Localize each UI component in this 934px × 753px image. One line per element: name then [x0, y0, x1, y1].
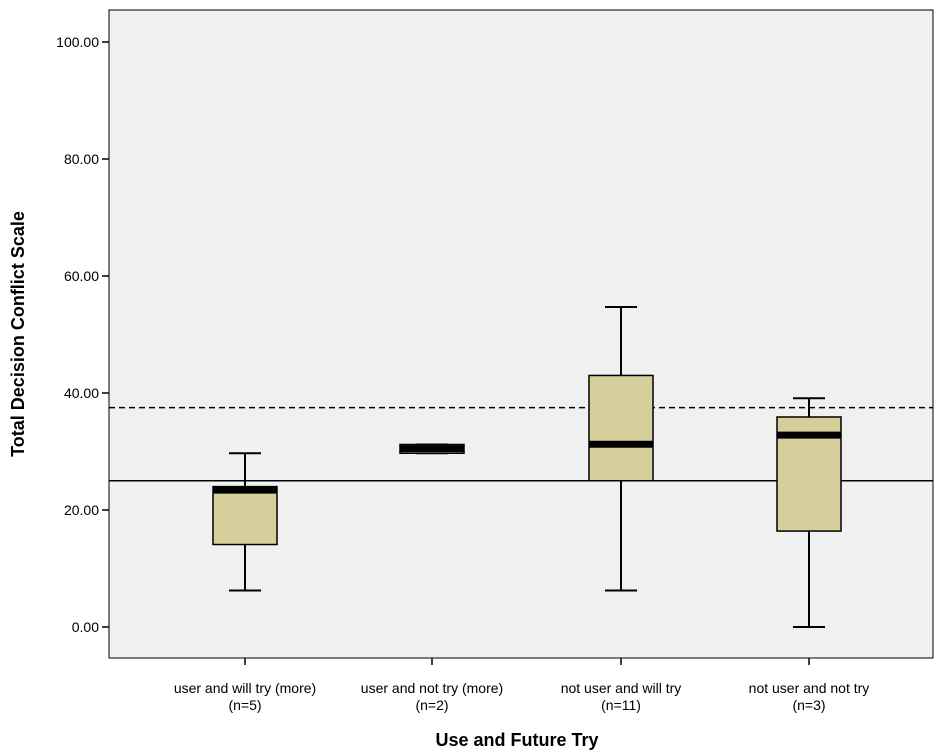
box-iqr	[212, 485, 278, 546]
y-axis: 0.00 20.00 40.00 60.00 80.00 100.00	[56, 34, 109, 635]
x-axis-title: Use and Future Try	[435, 730, 598, 750]
y-axis-title: Total Decision Conflict Scale	[8, 211, 28, 457]
boxes-group	[212, 306, 842, 628]
x-category-label: not user and not try	[749, 680, 870, 696]
x-category-count: (n=2)	[415, 697, 448, 713]
box-iqr	[588, 374, 654, 482]
box-1	[212, 452, 278, 592]
y-tick-label: 20.00	[64, 502, 99, 518]
x-category-label: user and will try (more)	[174, 680, 316, 696]
y-tick-label: 80.00	[64, 151, 99, 167]
x-axis: user and will try (more)(n=5) user and no…	[174, 658, 870, 713]
y-tick-label: 60.00	[64, 268, 99, 284]
x-category-count: (n=11)	[601, 697, 641, 713]
box-4	[776, 397, 842, 628]
plot-area	[108, 9, 934, 659]
y-tick-label: 100.00	[56, 34, 99, 50]
x-category-label: not user and will try	[561, 680, 682, 696]
x-category-count: (n=5)	[228, 697, 261, 713]
box-2	[399, 443, 465, 455]
y-tick-label: 0.00	[72, 619, 99, 635]
x-category-label: user and not try (more)	[361, 680, 503, 696]
y-tick-label: 40.00	[64, 385, 99, 401]
x-category-count: (n=3)	[792, 697, 825, 713]
box-3	[588, 306, 654, 592]
